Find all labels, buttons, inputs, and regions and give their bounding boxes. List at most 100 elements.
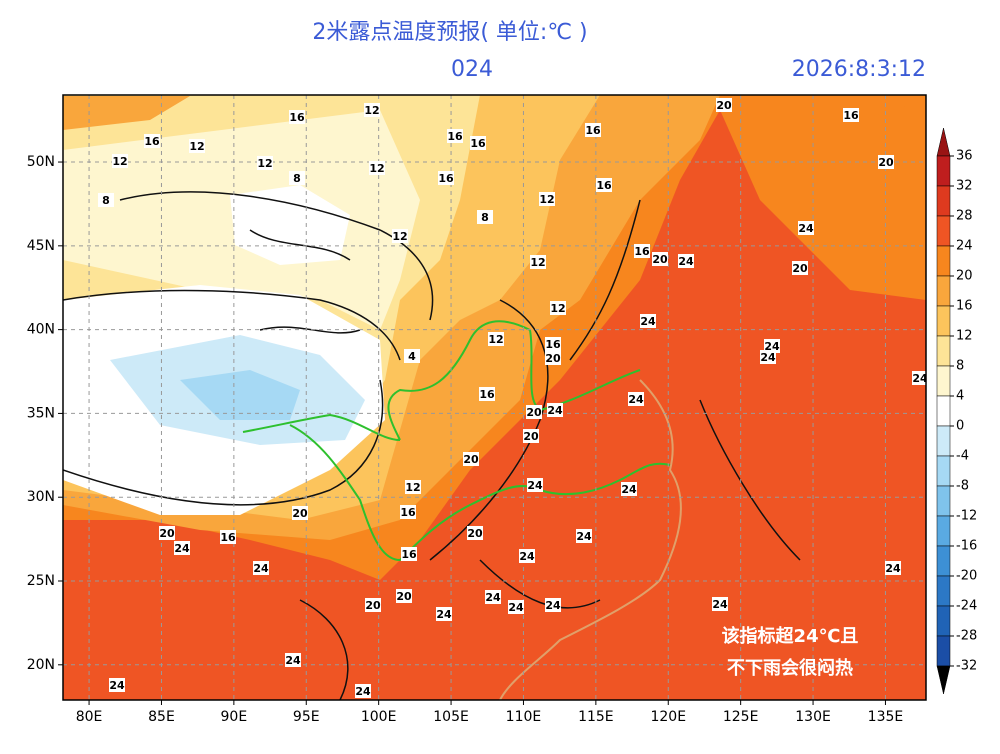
- colorbar-label: 16: [956, 299, 973, 314]
- label-box: [285, 653, 301, 667]
- y-tick-label: 50N: [27, 154, 55, 170]
- contour-label: 20: [545, 351, 561, 365]
- contour-label: 24: [547, 403, 563, 417]
- colorbar-band: [936, 635, 951, 667]
- contour-value: 20: [159, 527, 175, 540]
- label-box: [716, 98, 732, 112]
- contour-value: 24: [760, 351, 776, 364]
- contour-label: 24: [285, 653, 301, 667]
- contour-label: 16: [289, 110, 305, 124]
- contour-value: 24: [355, 685, 371, 698]
- contour-label: 16: [470, 136, 486, 150]
- contour-label: 24: [798, 221, 814, 235]
- x-tick-label: 100E: [361, 709, 397, 725]
- shaded-region: [230, 185, 350, 265]
- label-box: [447, 129, 463, 143]
- colorbar-label: 32: [956, 179, 973, 194]
- contour-label: 24: [640, 314, 656, 328]
- contour-label: 24: [527, 478, 543, 492]
- y-tick-label: 40N: [27, 322, 55, 338]
- label-box: [912, 371, 926, 385]
- label-box: [878, 155, 894, 169]
- label-box: [159, 526, 175, 540]
- contour-label: 12: [550, 301, 566, 315]
- shaded-region: [63, 96, 190, 130]
- contour-label: 24: [485, 590, 501, 604]
- map-frame: [62, 94, 927, 701]
- contour-label: 12: [530, 255, 546, 269]
- contour-label: 24: [508, 600, 524, 614]
- x-tick-label: 90E: [221, 709, 248, 725]
- contour-label: 20: [292, 506, 308, 520]
- contour-label: 20: [526, 405, 542, 419]
- lead-time: 024: [451, 57, 493, 82]
- contour-value: 8: [293, 172, 301, 185]
- label-box: [545, 337, 561, 351]
- label-box: [174, 541, 190, 555]
- contour-label: 24: [174, 541, 190, 555]
- label-box: [523, 429, 539, 443]
- contour-line: [699, 399, 801, 561]
- label-box: [98, 193, 114, 207]
- label-box: [396, 589, 412, 603]
- shaded-region: [860, 100, 926, 180]
- label-box: [678, 254, 694, 268]
- label-box: [467, 526, 483, 540]
- contour-label: 12: [488, 332, 504, 346]
- contour-label: 12: [405, 480, 421, 494]
- label-box: [488, 332, 504, 346]
- colorbar-band: [936, 395, 951, 427]
- label-box: [596, 178, 612, 192]
- contour-label: 16: [596, 178, 612, 192]
- contour-value: 24: [621, 483, 637, 496]
- contour-value: 20: [545, 352, 561, 365]
- label-box: [539, 192, 555, 206]
- label-box: [289, 110, 305, 124]
- contour-label: 20: [467, 526, 483, 540]
- river: [289, 424, 671, 562]
- contour-value: 24: [285, 654, 301, 667]
- contour-value: 24: [109, 679, 125, 692]
- label-box: [401, 547, 417, 561]
- label-box: [545, 598, 561, 612]
- contour-value: 20: [526, 406, 542, 419]
- contour-label: 8: [289, 171, 305, 185]
- contour-label: 24: [436, 607, 452, 621]
- contour-value: 20: [463, 453, 479, 466]
- contour-value: 16: [438, 172, 454, 185]
- colorbar-band: [936, 515, 951, 547]
- colorbar-label: -28: [956, 629, 977, 644]
- label-box: [585, 123, 601, 137]
- colorbar-band: [936, 365, 951, 397]
- y-tick-label: 30N: [27, 489, 55, 505]
- contour-label: 12: [112, 154, 128, 168]
- contour-label: 12: [364, 103, 380, 117]
- contour-label: 16: [843, 108, 859, 122]
- contour-label: 12: [392, 229, 408, 243]
- label-box: [485, 590, 501, 604]
- contour-value: 12: [369, 162, 384, 175]
- contour-label: 24: [712, 597, 728, 611]
- x-tick-label: 125E: [723, 709, 759, 725]
- label-box: [652, 252, 668, 266]
- contour-label: 12: [369, 161, 385, 175]
- label-box: [364, 103, 380, 117]
- colorbar-band: [936, 245, 951, 277]
- colorbar-band: [936, 455, 951, 487]
- contour-label: 24: [912, 371, 926, 385]
- y-tick-label: 25N: [27, 573, 55, 589]
- contour-label: 4: [404, 349, 420, 363]
- colorbar-band: [936, 185, 951, 217]
- contour-value: 24: [712, 598, 728, 611]
- contour-value: 24: [547, 404, 563, 417]
- contour-line: [429, 299, 549, 561]
- contour-value: 24: [508, 601, 524, 614]
- label-box: [798, 221, 814, 235]
- contour-label: 12: [189, 139, 205, 153]
- contour-value: 16: [479, 388, 495, 401]
- contour-line: [299, 559, 601, 700]
- colorbar-band: [936, 275, 951, 307]
- label-box: [365, 598, 381, 612]
- colorbar-label: -16: [956, 539, 977, 554]
- contour-value: 20: [652, 253, 668, 266]
